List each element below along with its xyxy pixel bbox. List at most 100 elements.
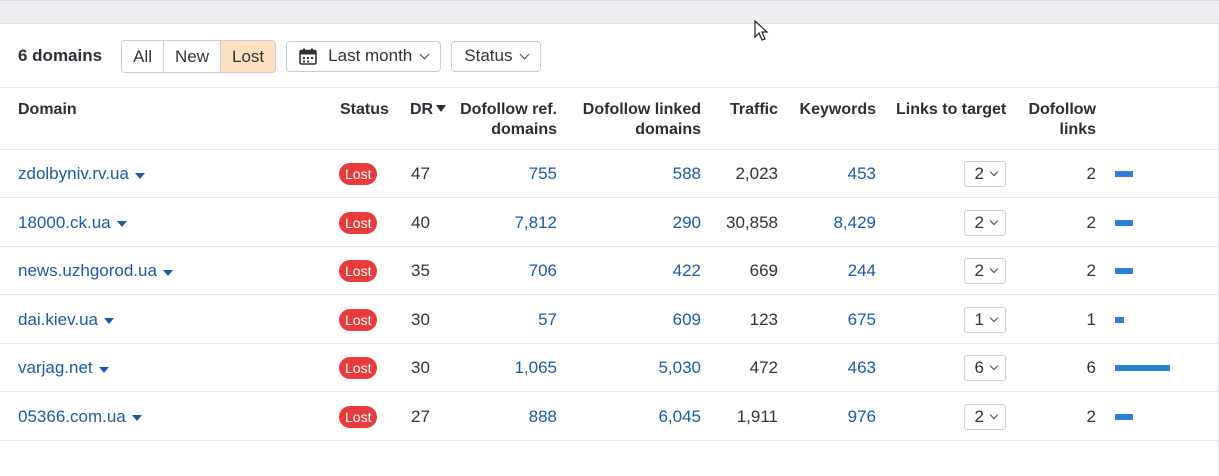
links-bar-cell [1115, 199, 1133, 247]
links-to-target-select[interactable]: 2 [963, 403, 1006, 430]
domain-link[interactable]: zdolbyniv.rv.ua [18, 150, 145, 198]
links-to-target-cell: 1 [963, 296, 1006, 344]
lost-status-badge: Lost [339, 163, 378, 185]
links-bar-cell [1115, 344, 1170, 392]
header-line: links [1059, 121, 1096, 138]
ref-domains-link[interactable]: 1,065 [514, 358, 557, 377]
col-header-dofollow-ref-domains[interactable]: Dofollow ref. domains [460, 100, 557, 140]
dofollow-links-bar [1115, 316, 1124, 323]
linked-domains-link[interactable]: 5,030 [658, 358, 701, 377]
ref-domains-link[interactable]: 755 [528, 164, 557, 183]
ref-domains-link[interactable]: 7,812 [514, 212, 557, 232]
domain-name: 05366.com.ua [18, 406, 126, 426]
caret-down-icon[interactable] [131, 415, 142, 421]
domain-count: 6 domains [18, 46, 103, 65]
chevron-down-icon [989, 216, 999, 225]
linked-domains-link[interactable]: 422 [672, 261, 701, 280]
linked-domains-link[interactable]: 588 [672, 164, 701, 183]
chevron-down-icon [520, 49, 530, 59]
domain-name: news.uzhgorod.ua [18, 261, 157, 280]
lost-status-badge: Lost [339, 308, 378, 331]
select-value: 2 [974, 261, 984, 280]
col-header-domain[interactable]: Domain [18, 101, 77, 118]
domain-name: zdolbyniv.rv.ua [18, 164, 129, 183]
filter-all-button[interactable]: All [122, 40, 164, 72]
status-cell: Lost [339, 247, 378, 295]
links-to-target-cell: 2 [963, 393, 1006, 441]
select-value: 6 [974, 358, 984, 377]
keywords-link[interactable]: 976 [847, 406, 876, 426]
links-bar-cell [1115, 393, 1133, 441]
status-cell: Lost [339, 393, 378, 441]
col-header-dofollow-linked-domains[interactable]: Dofollow linked domains [583, 100, 701, 140]
keywords-link[interactable]: 8,429 [833, 212, 876, 232]
col-header-dofollow-links[interactable]: Dofollow links [1028, 100, 1096, 140]
chevron-down-icon [419, 49, 430, 59]
dofollow-links-value: 2 [1086, 212, 1096, 232]
dr-value: 40 [411, 212, 430, 232]
status-cell: Lost [339, 199, 378, 247]
keywords-link[interactable]: 463 [847, 358, 876, 377]
keywords-link[interactable]: 453 [847, 164, 876, 183]
ref-domains-link[interactable]: 57 [538, 309, 557, 329]
linked-domains-link[interactable]: 609 [672, 309, 701, 329]
domain-name: varjag.net [18, 358, 93, 377]
links-to-target-cell: 2 [963, 199, 1006, 247]
keywords-link[interactable]: 675 [847, 309, 876, 329]
caret-down-icon[interactable] [104, 318, 115, 324]
chevron-down-icon [989, 264, 999, 274]
sort-desc-icon [436, 105, 447, 112]
dofollow-links-value: 2 [1086, 406, 1096, 426]
traffic-value: 123 [749, 309, 778, 329]
filter-new-button[interactable]: New [164, 40, 222, 72]
domain-link[interactable]: varjag.net [18, 344, 109, 392]
domain-link[interactable]: 05366.com.ua [18, 393, 142, 441]
dr-value: 30 [411, 358, 430, 377]
ref-domains-link[interactable]: 706 [528, 261, 557, 280]
keywords-link[interactable]: 244 [847, 261, 876, 280]
results-panel [0, 24, 1219, 476]
lost-status-badge: Lost [339, 357, 378, 379]
col-header-keywords[interactable]: Keywords [799, 101, 876, 118]
dofollow-links-bar [1115, 219, 1133, 226]
links-to-target-cell: 2 [963, 247, 1006, 295]
traffic-value: 1,911 [736, 406, 778, 426]
links-to-target-select[interactable]: 6 [963, 355, 1006, 381]
calendar-icon [299, 48, 317, 65]
period-dropdown[interactable]: Last month [286, 40, 442, 72]
col-header-dr[interactable]: DR [410, 100, 447, 120]
header-divider [0, 149, 1219, 150]
domain-link[interactable]: news.uzhgorod.ua [18, 247, 173, 295]
lost-status-badge: Lost [339, 405, 378, 428]
col-header-links-to-target[interactable]: Links to target [896, 101, 1007, 118]
caret-down-icon[interactable] [116, 221, 127, 227]
caret-down-icon[interactable] [98, 366, 109, 373]
linked-domains-link[interactable]: 6,045 [658, 406, 701, 426]
traffic-value: 472 [749, 358, 778, 377]
links-bar-cell [1115, 247, 1133, 295]
links-to-target-select[interactable]: 1 [963, 306, 1006, 333]
domain-name: 18000.ck.ua [18, 212, 111, 232]
links-to-target-select[interactable]: 2 [963, 209, 1006, 236]
status-cell: Lost [339, 344, 378, 392]
dofollow-links-bar [1115, 268, 1133, 274]
filter-lost-button[interactable]: Lost [221, 40, 276, 72]
domain-link[interactable]: 18000.ck.ua [18, 199, 127, 247]
table-row: zdolbyniv.rv.ua Lost 47 755 588 2,023 45… [0, 150, 1219, 198]
header-line: domains [635, 121, 701, 138]
col-header-traffic[interactable]: Traffic [729, 101, 778, 118]
links-to-target-select[interactable]: 2 [963, 258, 1006, 284]
select-value: 2 [974, 212, 984, 232]
table-row: dai.kiev.ua Lost 30 57 609 123 675 1 1 [0, 296, 1219, 344]
links-to-target-select[interactable]: 2 [963, 161, 1006, 187]
status-filter-label: Status [464, 46, 513, 65]
col-header-status[interactable]: Status [340, 101, 389, 118]
status-dropdown[interactable]: Status [451, 40, 542, 72]
caret-down-icon[interactable] [134, 172, 145, 179]
table-row: varjag.net Lost 30 1,065 5,030 472 463 6… [0, 344, 1219, 392]
caret-down-icon[interactable] [162, 269, 173, 276]
domain-link[interactable]: dai.kiev.ua [18, 296, 115, 344]
linked-domains-link[interactable]: 290 [672, 212, 701, 232]
ref-domains-link[interactable]: 888 [528, 406, 557, 426]
period-label: Last month [328, 46, 413, 65]
